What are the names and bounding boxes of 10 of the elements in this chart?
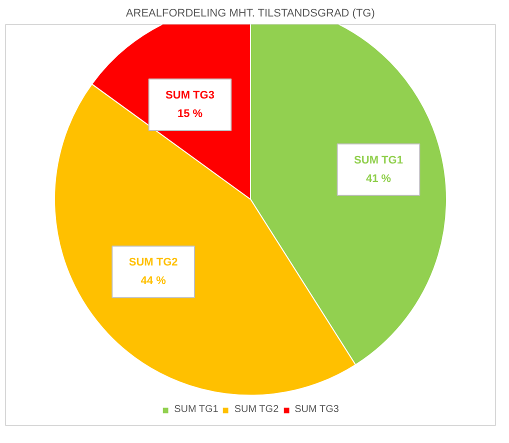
data-label: 41 % [366,173,392,186]
legend-label: SUM TG1 [174,404,218,415]
slice-label: SUM TG3 [166,89,214,102]
data-label: 44 % [140,275,166,288]
chart-title: AREALFORDELING MHT. TILSTANDSGRAD (TG) [126,8,375,20]
slice-label: SUM TG1 [354,154,403,166]
data-label: 15 % [177,108,203,120]
legend-label: SUM TG3 [294,404,339,415]
legend-label: SUM TG2 [234,404,279,415]
slice-label: SUM TG2 [128,256,178,269]
